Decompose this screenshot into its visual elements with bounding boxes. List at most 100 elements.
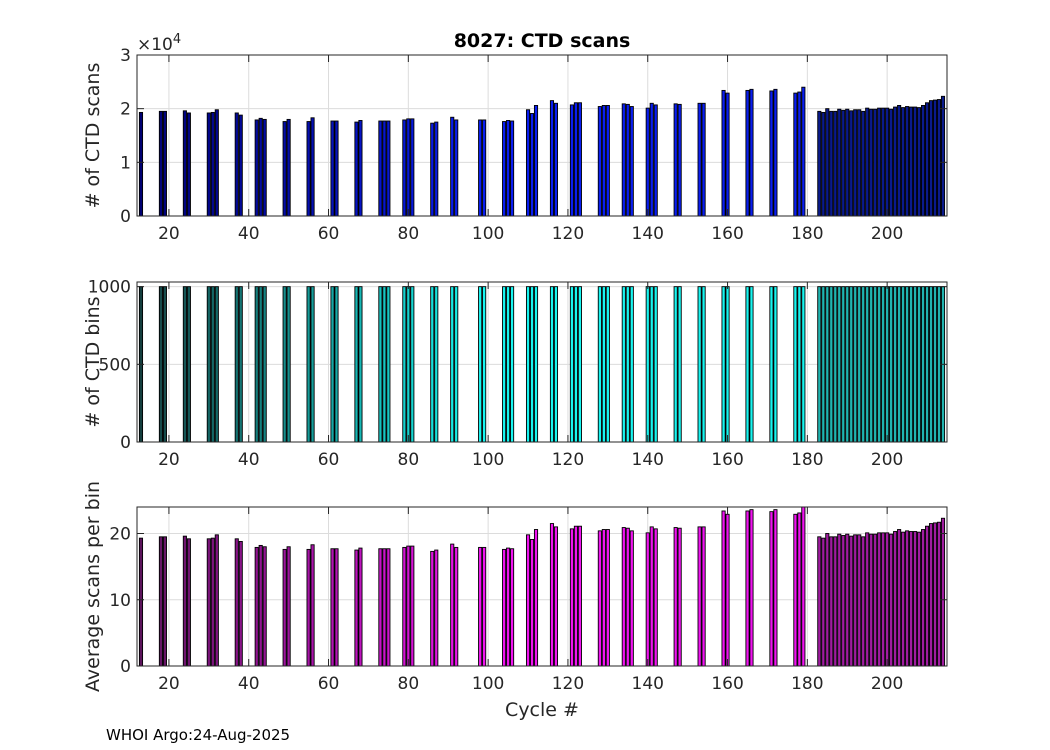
y-tick-label: 0 xyxy=(120,207,131,227)
bar xyxy=(549,286,555,443)
bar xyxy=(502,286,507,443)
bar xyxy=(430,286,435,443)
bar xyxy=(234,286,239,443)
bar xyxy=(573,286,578,443)
bar xyxy=(406,545,411,667)
bar xyxy=(932,522,938,667)
bar xyxy=(745,510,750,667)
bar xyxy=(334,120,339,217)
bar xyxy=(841,535,846,667)
x-tick-label: 20 xyxy=(158,674,180,694)
y-axis-label: Average scans per bin xyxy=(82,481,104,692)
bar xyxy=(410,118,415,217)
x-tick-label: 40 xyxy=(238,450,260,470)
bar xyxy=(306,121,311,217)
bar xyxy=(450,286,455,443)
bar xyxy=(829,286,834,443)
x-tick-label: 100 xyxy=(472,450,504,470)
y-tick-label: 10 xyxy=(109,591,131,611)
y-tick-label: 3 xyxy=(120,46,131,66)
bar xyxy=(186,286,191,443)
bar xyxy=(386,286,391,443)
bar xyxy=(254,546,259,667)
y-axis-label: # of CTD bins xyxy=(82,296,104,427)
axes-box xyxy=(136,506,948,667)
x-tick-label: 40 xyxy=(238,674,260,694)
bar xyxy=(629,286,634,443)
bar xyxy=(553,102,559,217)
bar xyxy=(936,521,942,667)
bar xyxy=(745,89,750,217)
bar xyxy=(745,286,750,443)
bar xyxy=(649,102,654,217)
bar xyxy=(234,538,239,667)
bar xyxy=(881,107,886,217)
bar xyxy=(857,534,862,667)
bar xyxy=(434,121,439,217)
bar xyxy=(577,525,582,667)
bar xyxy=(901,107,906,217)
bar xyxy=(721,286,726,443)
bar xyxy=(625,286,630,443)
bar xyxy=(905,530,910,667)
footer-label: WHOI Argo:24-Aug-2025 xyxy=(106,726,291,744)
y-tick-label: 0 xyxy=(120,433,131,453)
x-tick-label: 160 xyxy=(711,674,743,694)
bar xyxy=(749,286,754,443)
bar xyxy=(865,286,870,443)
bar xyxy=(450,543,455,667)
bar xyxy=(238,286,243,443)
bar xyxy=(182,286,187,443)
bar xyxy=(849,110,854,217)
x-tick-label: 20 xyxy=(158,224,180,244)
x-tick-label: 80 xyxy=(398,224,420,244)
x-tick-label: 200 xyxy=(871,450,903,470)
bar xyxy=(925,286,930,443)
bar xyxy=(701,102,706,217)
bar xyxy=(873,108,878,217)
bar xyxy=(649,286,654,443)
bar xyxy=(502,548,507,667)
bar xyxy=(677,527,682,667)
bar xyxy=(873,533,878,667)
bar xyxy=(306,286,311,443)
bar xyxy=(406,286,411,443)
bar xyxy=(909,531,914,667)
bar xyxy=(330,120,335,217)
bar xyxy=(138,111,144,217)
bar xyxy=(913,531,918,667)
bar xyxy=(210,286,215,443)
bar xyxy=(330,286,335,443)
bar xyxy=(793,286,798,443)
bar xyxy=(569,528,574,667)
bar xyxy=(901,286,906,443)
x-tick-label: 80 xyxy=(398,674,420,694)
bar xyxy=(382,286,387,443)
bar xyxy=(673,103,678,217)
bar xyxy=(354,121,359,217)
bar xyxy=(853,286,858,443)
bar xyxy=(673,527,678,667)
bar xyxy=(913,106,918,217)
bar xyxy=(434,286,439,443)
bar xyxy=(506,547,511,667)
bar xyxy=(801,86,806,217)
bar xyxy=(645,286,650,443)
bar xyxy=(549,523,555,667)
bar xyxy=(869,286,874,443)
bar xyxy=(601,529,606,667)
bar xyxy=(206,538,211,667)
bar xyxy=(214,534,219,667)
axes-box xyxy=(136,281,948,443)
bar xyxy=(553,526,559,667)
bar xyxy=(928,286,934,443)
bar xyxy=(162,536,167,667)
bar xyxy=(573,525,578,667)
bar xyxy=(533,104,539,217)
bar xyxy=(402,546,407,667)
y-axis-label: # of CTD scans xyxy=(82,63,104,209)
bar xyxy=(797,286,802,443)
bar xyxy=(905,106,910,217)
bar xyxy=(158,110,163,217)
